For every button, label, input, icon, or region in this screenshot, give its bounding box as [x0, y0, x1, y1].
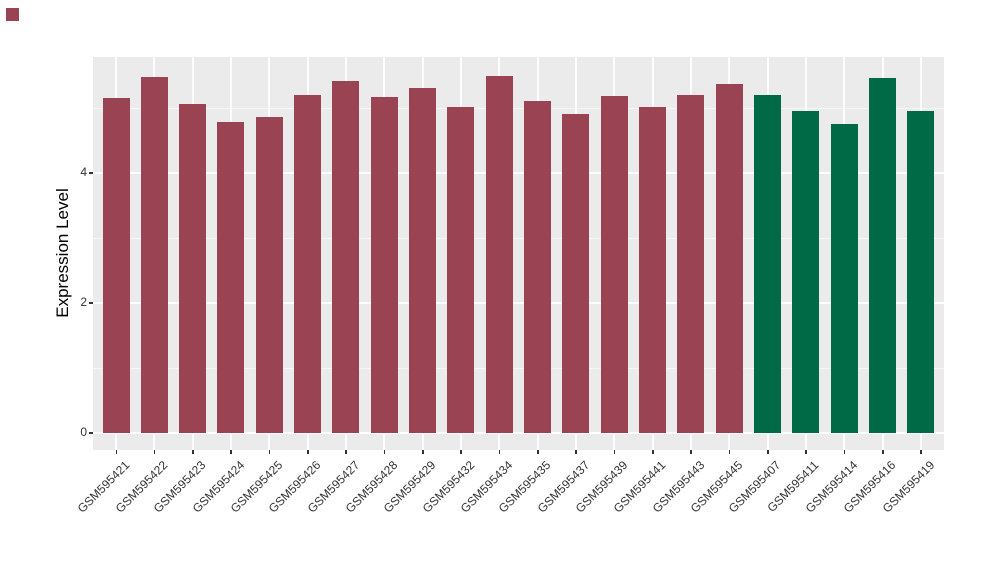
- x-tick-mark-GSM595411: [805, 450, 807, 454]
- x-tick-mark-GSM595435: [537, 450, 539, 454]
- major-gridline-y4: [93, 172, 944, 174]
- x-tick-mark-GSM595416: [882, 450, 884, 454]
- minor-gridline-y5: [93, 108, 944, 109]
- bar-GSM595414: [830, 124, 858, 433]
- x-tick-mark-GSM595423: [192, 450, 194, 454]
- bar-GSM595422: [140, 77, 168, 433]
- bar-GSM595445: [715, 84, 743, 433]
- bar-GSM595435: [524, 101, 552, 433]
- bar-GSM595428: [370, 97, 398, 433]
- bar-GSM595425: [255, 117, 283, 433]
- bar-GSM595421: [102, 98, 130, 433]
- y-tick-label-4: 4: [80, 165, 87, 179]
- x-tick-mark-GSM595422: [153, 450, 156, 454]
- bar-GSM595419: [907, 111, 935, 433]
- bar-GSM595423: [179, 104, 207, 433]
- bar-GSM595411: [792, 111, 820, 433]
- x-tick-mark-GSM595424: [230, 450, 232, 454]
- x-tick-mark-GSM595426: [307, 450, 309, 454]
- y-tick-label-2: 2: [80, 295, 87, 309]
- x-tick-mark-GSM595429: [422, 450, 424, 454]
- x-tick-mark-GSM595441: [652, 450, 654, 454]
- x-tick-mark-GSM595432: [460, 450, 462, 454]
- bar-GSM595416: [869, 78, 897, 433]
- x-tick-mark-GSM595443: [690, 450, 692, 454]
- y-tick-mark-4: [89, 172, 93, 174]
- x-tick-mark-GSM595414: [843, 450, 846, 454]
- y-tick-mark-0: [89, 432, 93, 434]
- minor-gridline-y3: [93, 238, 944, 239]
- x-tick-mark-GSM595419: [920, 450, 922, 454]
- bar-GSM595432: [447, 107, 475, 433]
- corner-marker: [6, 8, 19, 21]
- x-tick-mark-GSM595439: [613, 450, 616, 454]
- x-tick-mark-GSM595428: [383, 450, 386, 454]
- x-tick-mark-GSM595421: [115, 450, 117, 454]
- minor-gridline-y1: [93, 368, 944, 369]
- major-gridline-y0: [93, 432, 944, 434]
- x-tick-mark-GSM595434: [498, 450, 501, 454]
- x-tick-mark-GSM595445: [728, 450, 731, 454]
- bar-GSM595434: [485, 76, 513, 433]
- bar-GSM595437: [562, 114, 590, 433]
- bar-GSM595441: [639, 107, 667, 433]
- x-tick-mark-GSM595427: [345, 450, 347, 454]
- major-gridline-y2: [93, 302, 944, 304]
- bar-GSM595439: [600, 96, 628, 433]
- bar-GSM595427: [332, 81, 360, 433]
- bar-GSM595407: [754, 95, 782, 433]
- x-tick-mark-GSM595425: [268, 450, 271, 454]
- y-axis-title: Expression Level: [53, 188, 72, 318]
- x-tick-mark-GSM595407: [767, 450, 769, 454]
- plot-panel: [93, 57, 944, 450]
- bar-GSM595443: [677, 95, 705, 433]
- bar-GSM595429: [409, 88, 437, 433]
- bar-GSM595426: [294, 95, 322, 433]
- y-tick-mark-2: [89, 302, 93, 304]
- bar-GSM595424: [217, 122, 245, 433]
- x-tick-mark-GSM595437: [575, 450, 577, 454]
- y-tick-label-0: 0: [80, 425, 87, 439]
